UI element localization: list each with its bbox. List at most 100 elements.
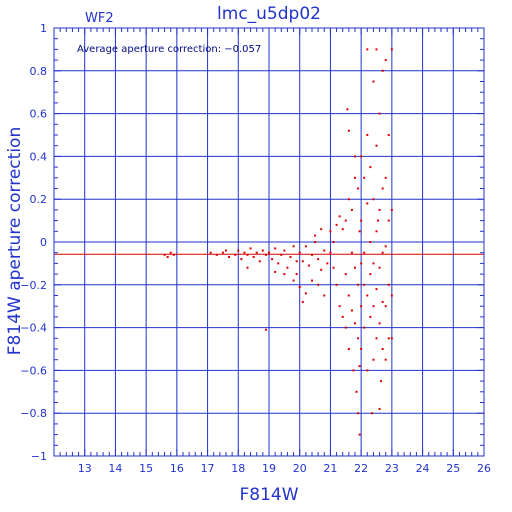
data-point [338, 305, 341, 308]
data-point [338, 215, 341, 218]
data-point [292, 279, 295, 282]
y-tick-label: 0 [40, 236, 47, 249]
y-tick-label: −0.6 [20, 364, 47, 377]
y-tick-label: −0.2 [20, 279, 47, 292]
x-tick-label: 19 [262, 462, 276, 475]
x-tick-label: 14 [108, 462, 122, 475]
x-tick-label: 20 [293, 462, 307, 475]
data-point [283, 249, 286, 252]
data-point [314, 241, 317, 243]
data-point [243, 251, 246, 254]
data-point [390, 48, 393, 51]
data-point [320, 228, 323, 231]
data-point [384, 59, 387, 62]
x-tick-label: 21 [323, 462, 337, 475]
data-point [366, 294, 369, 297]
x-tick-label: 18 [231, 462, 245, 475]
data-point [381, 187, 384, 190]
y-tick-label: 0.4 [30, 150, 48, 163]
data-point [363, 326, 366, 329]
data-point [357, 337, 360, 340]
data-point [352, 369, 355, 372]
data-point [358, 433, 361, 436]
average-annotation: Average aperture correction: −0.057 [77, 44, 261, 55]
data-point [292, 245, 295, 248]
y-tick-label: 1 [40, 22, 47, 35]
data-point [344, 219, 347, 222]
data-point [311, 279, 313, 282]
data-point [323, 249, 326, 252]
data-point [225, 249, 227, 252]
data-point [304, 245, 307, 248]
data-point [369, 273, 372, 276]
data-point [258, 260, 261, 263]
data-point [384, 305, 387, 308]
data-point [390, 337, 393, 340]
data-point [370, 412, 373, 415]
data-point [372, 305, 375, 308]
data-point [246, 266, 249, 269]
y-tick-label: 0.8 [30, 65, 48, 78]
data-point [366, 202, 369, 205]
data-point [261, 249, 264, 252]
data-point [375, 230, 378, 233]
data-point [377, 219, 380, 222]
data-point [357, 283, 360, 286]
data-point [295, 273, 298, 276]
data-point [358, 365, 361, 368]
x-tick-label: 24 [416, 462, 430, 475]
data-point [369, 241, 372, 243]
data-point [357, 412, 360, 415]
data-point [237, 249, 240, 252]
data-point [252, 255, 255, 258]
data-point [354, 322, 356, 325]
data-point [163, 253, 166, 256]
data-point [289, 255, 292, 258]
data-point [384, 358, 387, 361]
data-point [347, 129, 350, 132]
data-point [378, 208, 381, 211]
data-point [366, 369, 369, 372]
data-point [344, 326, 347, 329]
data-point [326, 262, 329, 265]
data-point [381, 251, 384, 254]
data-point [372, 358, 375, 361]
data-point [347, 294, 350, 297]
data-point [298, 251, 301, 254]
data-point [384, 176, 387, 179]
data-point [387, 219, 390, 222]
data-point [169, 251, 172, 254]
data-point [369, 166, 372, 169]
data-point [355, 390, 358, 393]
x-tick-label: 26 [477, 462, 491, 475]
data-point [274, 270, 277, 273]
data-point [354, 176, 356, 179]
x-axis-label: F814W [239, 485, 298, 505]
data-point [378, 322, 381, 325]
data-point [317, 283, 320, 286]
data-point [378, 266, 381, 269]
data-point [249, 247, 252, 250]
data-point [277, 262, 280, 265]
data-point [304, 292, 307, 295]
y-tick-label: 0.6 [30, 108, 48, 121]
data-point [387, 134, 390, 136]
data-point [360, 262, 363, 265]
data-point [329, 251, 332, 254]
data-point [384, 245, 387, 248]
data-point [332, 241, 335, 243]
data-point [341, 315, 344, 318]
data-point [375, 288, 378, 291]
data-point [350, 309, 353, 312]
data-point [387, 283, 390, 286]
data-point [381, 69, 384, 72]
y-tick-labels: −1 −0.8 −0.6 −0.4 −0.2 0 0.2 0.4 0.6 0.8 1 [20, 22, 47, 463]
data-points [163, 48, 393, 436]
data-point [264, 328, 267, 331]
chart-title: lmc_u5dp02 [217, 4, 321, 24]
data-point [344, 273, 347, 276]
data-point [354, 155, 356, 158]
data-point [274, 247, 277, 250]
y-tick-label: −1 [31, 450, 47, 463]
